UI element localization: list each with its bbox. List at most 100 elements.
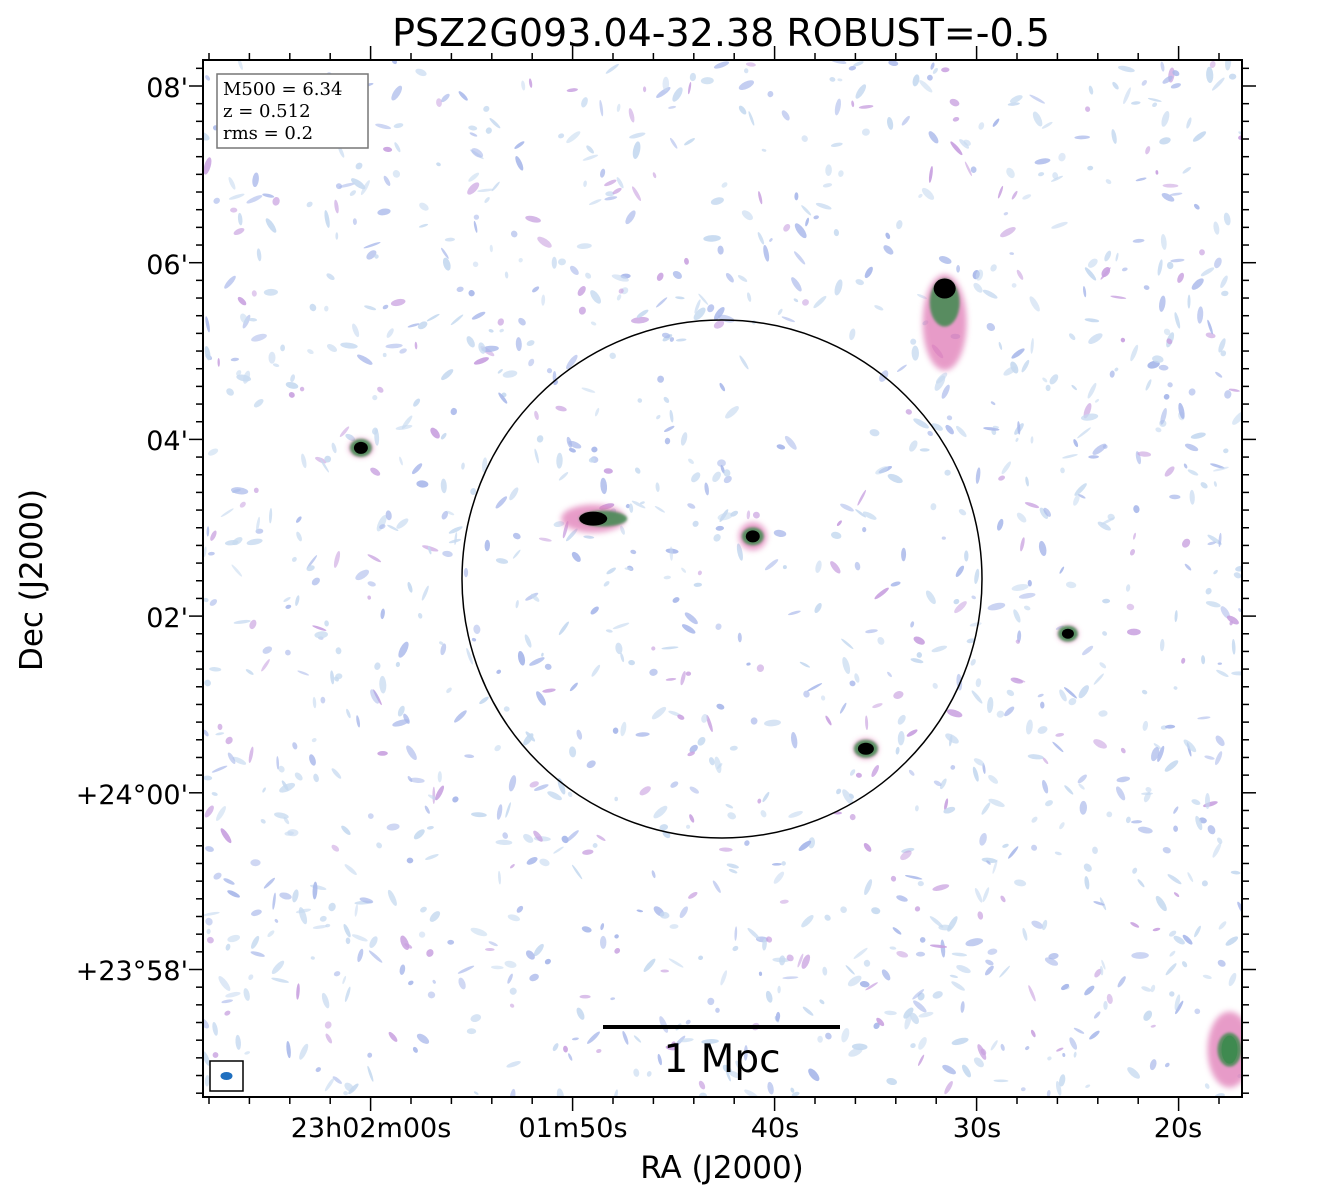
- noise-blob: [1162, 846, 1171, 854]
- noise-blob: [312, 881, 318, 900]
- noise-blob: [855, 279, 864, 286]
- scale-bar: 1 Mpc: [603, 1025, 840, 1082]
- noise-blob: [687, 503, 696, 509]
- noise-blob: [1217, 662, 1222, 665]
- noise-blob: [798, 840, 812, 851]
- noise-blob: [504, 271, 509, 279]
- noise-blob: [1228, 73, 1237, 80]
- noise-blob: [611, 274, 629, 282]
- noise-blob: [839, 702, 847, 714]
- noise-blob: [887, 473, 903, 484]
- noise-blob: [524, 634, 532, 648]
- noise-blob: [579, 994, 591, 999]
- noise-blob: [311, 577, 320, 586]
- noise-blob: [367, 554, 382, 563]
- noise-blob: [960, 1001, 965, 1013]
- noise-blob: [625, 210, 636, 225]
- noise-blob: [565, 830, 579, 843]
- noise-blob: [488, 328, 494, 333]
- noise-blob: [757, 232, 765, 245]
- noise-blob: [441, 511, 448, 520]
- noise-blob: [685, 824, 691, 829]
- noise-blob: [203, 546, 207, 558]
- noise-blob: [802, 1006, 814, 1016]
- noise-blob: [256, 516, 260, 532]
- noise-blob: [1161, 110, 1170, 127]
- noise-blob: [1084, 267, 1097, 281]
- noise-blob: [512, 532, 521, 540]
- noise-blob: [427, 545, 432, 555]
- noise-blob: [1205, 793, 1210, 809]
- noise-texture: [203, 60, 1242, 1097]
- noise-blob: [1073, 1051, 1077, 1058]
- noise-blob: [446, 687, 452, 694]
- noise-blob: [1215, 371, 1223, 378]
- noise-blob: [1210, 463, 1225, 469]
- noise-blob: [227, 934, 241, 943]
- noise-blob: [359, 897, 374, 904]
- noise-blob: [426, 949, 434, 957]
- noise-blob: [516, 905, 524, 913]
- noise-blob: [1089, 1030, 1100, 1040]
- noise-blob: [808, 837, 816, 849]
- noise-blob: [1082, 645, 1094, 656]
- noise-blob: [981, 802, 991, 815]
- noise-blob: [699, 1092, 708, 1097]
- noise-blob: [344, 986, 351, 1002]
- noise-blob: [466, 1028, 477, 1035]
- noise-blob: [1159, 638, 1165, 652]
- noise-blob: [1184, 443, 1199, 452]
- noise-blob: [752, 511, 760, 519]
- noise-blob: [929, 944, 948, 948]
- noise-blob: [1027, 754, 1044, 760]
- noise-blob: [982, 289, 998, 299]
- noise-blob: [808, 1068, 820, 1082]
- noise-blob: [224, 1010, 231, 1016]
- noise-blob: [388, 1031, 398, 1042]
- noise-blob: [421, 585, 429, 601]
- noise-blob: [473, 214, 480, 220]
- noise-blob: [1013, 677, 1026, 683]
- noise-blob: [528, 358, 535, 367]
- noise-blob: [1031, 816, 1038, 823]
- noise-blob: [1010, 361, 1019, 374]
- noise-blob: [1145, 379, 1152, 391]
- noise-blob: [1120, 747, 1126, 754]
- noise-blob: [1202, 974, 1212, 980]
- noise-blob: [669, 409, 674, 423]
- noise-blob: [442, 550, 453, 557]
- noise-blob: [457, 965, 475, 974]
- noise-blob: [1213, 569, 1218, 575]
- noise-blob: [1011, 283, 1017, 288]
- noise-blob: [1000, 226, 1016, 238]
- noise-blob: [1009, 95, 1023, 104]
- noise-blob: [377, 750, 388, 756]
- noise-blob: [691, 472, 701, 483]
- noise-blob: [1157, 259, 1163, 276]
- noise-blob: [830, 561, 841, 574]
- noise-blob: [614, 948, 621, 954]
- noise-blob: [746, 292, 752, 302]
- noise-blob: [274, 918, 279, 923]
- noise-blob: [208, 448, 219, 456]
- noise-blob: [604, 196, 618, 201]
- noise-blob: [291, 556, 297, 562]
- noise-blob: [512, 549, 521, 559]
- noise-blob: [698, 1080, 706, 1090]
- noise-blob: [938, 924, 952, 931]
- noise-blob: [547, 791, 562, 801]
- noise-blob: [1008, 846, 1019, 859]
- noise-blob: [1106, 811, 1113, 818]
- noise-blob: [328, 902, 336, 912]
- noise-blob: [1001, 461, 1012, 475]
- noise-blob: [952, 116, 960, 122]
- noise-blob: [296, 531, 302, 542]
- noise-blob: [387, 889, 397, 906]
- noise-blob: [656, 272, 664, 281]
- noise-blob: [672, 597, 680, 603]
- noise-blob: [217, 723, 223, 731]
- noise-blob: [1205, 587, 1212, 595]
- noise-blob: [766, 936, 773, 943]
- noise-blob: [861, 128, 870, 136]
- noise-blob: [1040, 701, 1045, 709]
